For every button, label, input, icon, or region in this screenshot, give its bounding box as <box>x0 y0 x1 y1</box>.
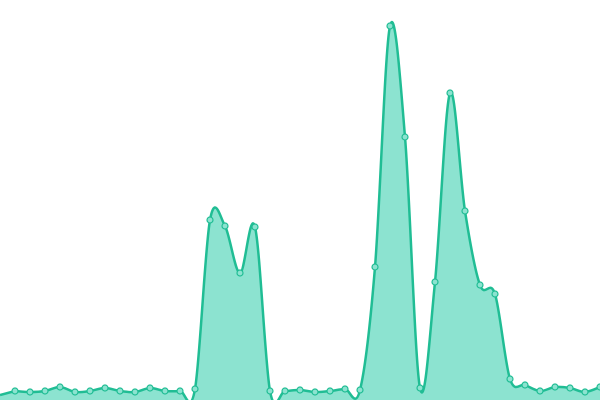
data-point <box>506 375 514 383</box>
data-point <box>446 89 454 97</box>
data-point <box>146 384 154 392</box>
data-point <box>56 383 64 391</box>
data-point <box>371 263 379 271</box>
data-point <box>86 387 94 395</box>
area-line <box>0 21 600 400</box>
data-point <box>341 385 349 393</box>
data-point <box>221 222 229 230</box>
data-point <box>191 385 199 393</box>
data-point <box>131 388 139 396</box>
data-point <box>176 387 184 395</box>
data-point <box>296 386 304 394</box>
data-point <box>566 384 574 392</box>
data-point <box>491 290 499 298</box>
data-point <box>41 387 49 395</box>
data-point <box>581 388 589 396</box>
data-point <box>386 22 394 30</box>
data-point <box>311 388 319 396</box>
data-point <box>206 216 214 224</box>
data-point <box>596 383 600 391</box>
data-point <box>281 387 289 395</box>
data-point <box>536 387 544 395</box>
data-point <box>266 387 274 395</box>
data-point <box>161 387 169 395</box>
data-point <box>431 278 439 286</box>
area-fill <box>0 22 600 400</box>
data-point <box>101 384 109 392</box>
data-point <box>356 386 364 394</box>
data-point <box>116 387 124 395</box>
data-point <box>476 281 484 289</box>
data-point <box>11 387 19 395</box>
data-point <box>251 223 259 231</box>
data-point <box>551 383 559 391</box>
data-point <box>71 388 79 396</box>
data-point <box>326 387 334 395</box>
data-point <box>416 384 424 392</box>
data-point <box>461 207 469 215</box>
data-point <box>26 388 34 396</box>
data-point <box>401 133 409 141</box>
data-point <box>521 381 529 389</box>
data-point <box>236 269 244 277</box>
